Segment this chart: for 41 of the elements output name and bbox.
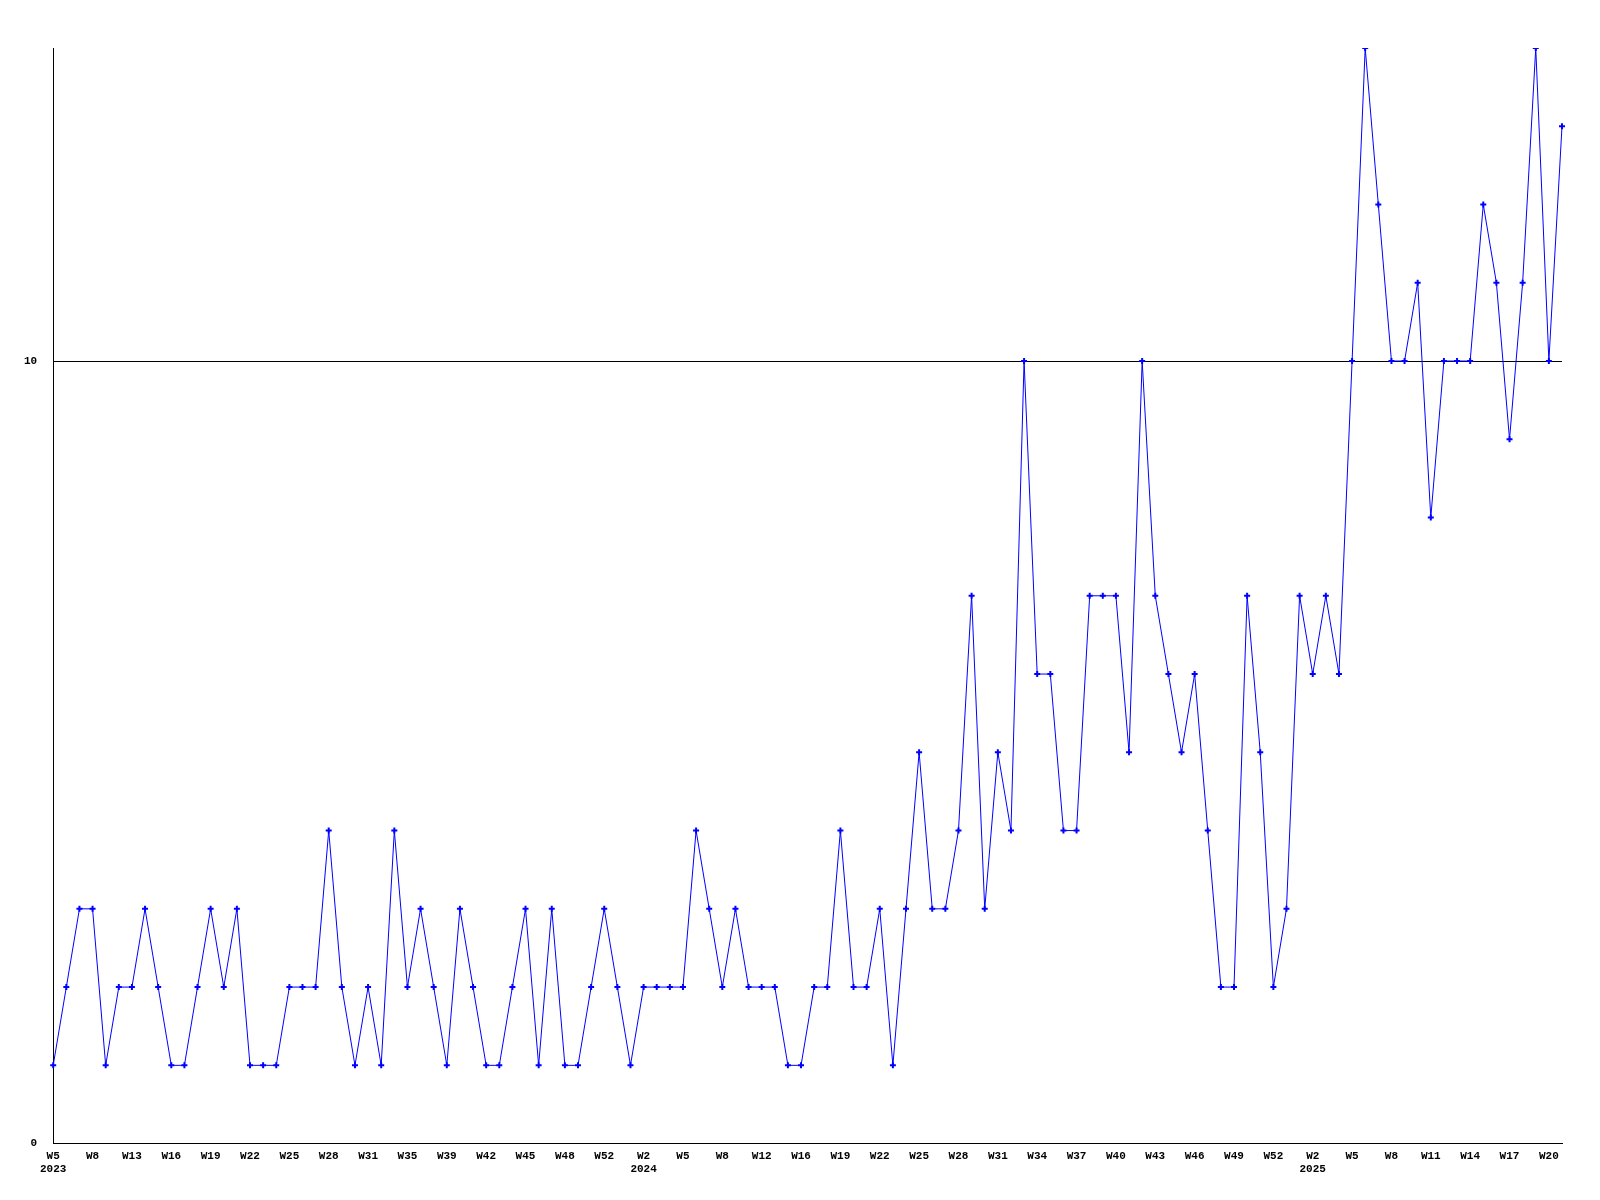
x-tick-label: W13 (122, 1149, 143, 1162)
x-tick-label: W8 (85, 1149, 100, 1162)
x-tick-label: W34 (1027, 1149, 1048, 1162)
x-tick-label: W22 (240, 1149, 260, 1162)
x-tick-label: W5 (1345, 1149, 1360, 1162)
x-tick-label: W19 (200, 1149, 221, 1162)
x-tick-label: W40 (1106, 1149, 1126, 1162)
x-tick-label: W49 (1224, 1149, 1244, 1162)
x-tick-label: W31 (987, 1149, 1009, 1162)
x-tick-label: W20 (1538, 1149, 1559, 1162)
x-tick-label: W5 2023 (40, 1149, 67, 1176)
x-tick-label: W16 (161, 1149, 182, 1162)
x-tick-label: W25 (279, 1149, 300, 1162)
x-tick-label: W39 (436, 1149, 457, 1162)
x-tick-label: W11 (1420, 1149, 1442, 1162)
y-tick-label: 0 (30, 1137, 38, 1150)
x-tick-label: W37 (1066, 1149, 1087, 1162)
x-tick-label: W28 (318, 1149, 340, 1162)
x-tick-label: W19 (830, 1149, 851, 1162)
x-tick-label: W12 (751, 1149, 772, 1162)
x-tick-label: W2 2025 (1299, 1149, 1327, 1176)
x-tick-label: W43 (1145, 1149, 1166, 1162)
x-tick-label: W35 (397, 1149, 418, 1162)
x-tick-label: W14 (1460, 1149, 1481, 1162)
x-tick-label: W5 (676, 1149, 690, 1162)
x-tick-label: W2 2024 (630, 1149, 658, 1176)
x-tick-label: W8 (715, 1149, 730, 1162)
x-tick-label: W46 (1184, 1149, 1205, 1162)
x-tick-label: W52 (1263, 1149, 1284, 1162)
x-tick-label: W22 (869, 1149, 890, 1162)
x-tick-label: W8 (1384, 1149, 1399, 1162)
x-tick-label: W42 (476, 1149, 497, 1162)
x-tick-label: W16 (791, 1149, 811, 1162)
x-tick-label: W45 (515, 1149, 536, 1162)
x-tick-label: W28 (948, 1149, 969, 1162)
x-tick-label: W17 (1499, 1149, 1520, 1162)
x-tick-label: W48 (554, 1149, 576, 1162)
x-tick-label: W25 (909, 1149, 930, 1162)
x-tick-label: W31 (358, 1149, 379, 1162)
x-tick-label: W52 (594, 1149, 615, 1162)
y-tick-label: 10 (24, 354, 38, 367)
